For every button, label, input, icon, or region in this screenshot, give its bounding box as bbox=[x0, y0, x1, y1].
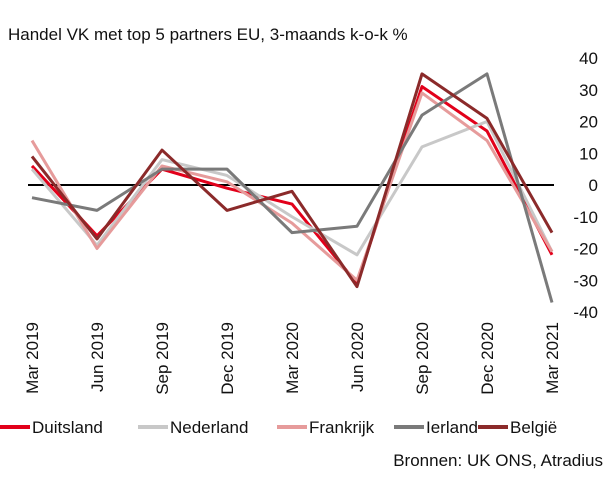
x-tick-label: Dec 2020 bbox=[478, 322, 497, 395]
series-line bbox=[30, 120, 554, 257]
y-tick-label: 10 bbox=[579, 144, 598, 163]
legend-label: Nederland bbox=[170, 418, 248, 437]
series-line bbox=[30, 91, 554, 282]
y-tick-label: 30 bbox=[579, 81, 598, 100]
y-tick-label: -20 bbox=[573, 240, 598, 259]
y-tick-label: -30 bbox=[573, 271, 598, 290]
legend-label: Duitsland bbox=[32, 418, 103, 437]
x-tick-label: Mar 2019 bbox=[23, 322, 42, 394]
y-tick-label: 20 bbox=[579, 113, 598, 132]
series-line bbox=[31, 72, 554, 303]
chart-title: Handel VK met top 5 partners EU, 3-maand… bbox=[8, 25, 408, 44]
legend-label: Frankrijk bbox=[309, 418, 375, 437]
series-line bbox=[30, 72, 554, 289]
series-line bbox=[30, 85, 554, 285]
legend-label: België bbox=[510, 418, 557, 437]
x-tick-label: Dec 2019 bbox=[218, 322, 237, 395]
y-tick-label: 0 bbox=[589, 176, 598, 195]
x-tick-label: Sep 2020 bbox=[413, 322, 432, 395]
x-tick-label: Sep 2019 bbox=[153, 322, 172, 395]
x-tick-label: Jun 2020 bbox=[348, 322, 367, 392]
y-tick-label: -10 bbox=[573, 208, 598, 227]
y-tick-label: 40 bbox=[579, 49, 598, 68]
x-tick-label: Mar 2020 bbox=[283, 322, 302, 394]
x-tick-label: Jun 2019 bbox=[88, 322, 107, 392]
x-tick-label: Mar 2021 bbox=[543, 322, 562, 394]
source: Bronnen: UK ONS, Atradius bbox=[393, 451, 603, 470]
legend-label: Ierland bbox=[426, 418, 478, 437]
y-tick-label: -40 bbox=[573, 303, 598, 322]
